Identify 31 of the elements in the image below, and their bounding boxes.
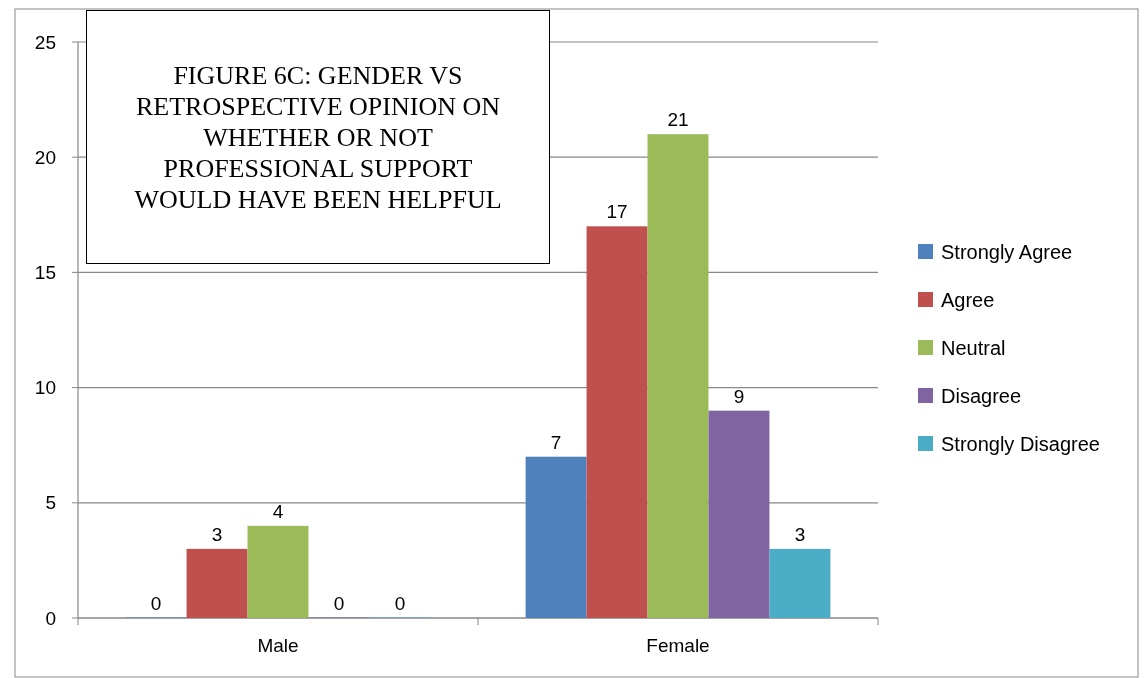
data-label: 21 — [667, 109, 689, 131]
x-tick-label: Male — [257, 635, 299, 656]
x-tick-label: Female — [646, 635, 710, 656]
legend-label: Strongly Disagree — [941, 433, 1100, 455]
data-label: 9 — [733, 385, 745, 407]
bar — [247, 525, 309, 618]
bar — [708, 410, 770, 618]
y-tick-label: 5 — [45, 492, 56, 514]
data-label: 17 — [606, 201, 628, 223]
legend-label: Neutral — [941, 337, 1006, 359]
title-box: FIGURE 6C: GENDER VS RETROSPECTIVE OPINION ON WHETHER OR NOT PROFESSIONAL SUPPORT WOULD HAVE BEEN HELPFUL — [86, 10, 550, 264]
bar — [769, 548, 831, 618]
legend-label: Agree — [941, 289, 995, 311]
data-label: 4 — [272, 500, 284, 522]
y-tick-label: 15 — [34, 262, 56, 284]
data-label: 3 — [794, 523, 806, 545]
legend-label: Strongly Agree — [941, 241, 1073, 263]
y-tick-label: 0 — [45, 607, 56, 629]
y-tick-label: 20 — [34, 146, 56, 168]
data-label: 0 — [333, 593, 345, 614]
data-label: 0 — [394, 593, 406, 614]
data-label: 0 — [150, 593, 162, 614]
data-label: 7 — [550, 431, 562, 453]
data-label: 3 — [211, 523, 223, 545]
bar — [586, 226, 648, 618]
y-tick-label: 10 — [34, 377, 56, 399]
bar — [647, 134, 709, 618]
bar — [186, 548, 248, 618]
bar — [525, 456, 587, 618]
y-tick-label: 25 — [34, 31, 56, 53]
legend-label: Disagree — [941, 385, 1022, 407]
